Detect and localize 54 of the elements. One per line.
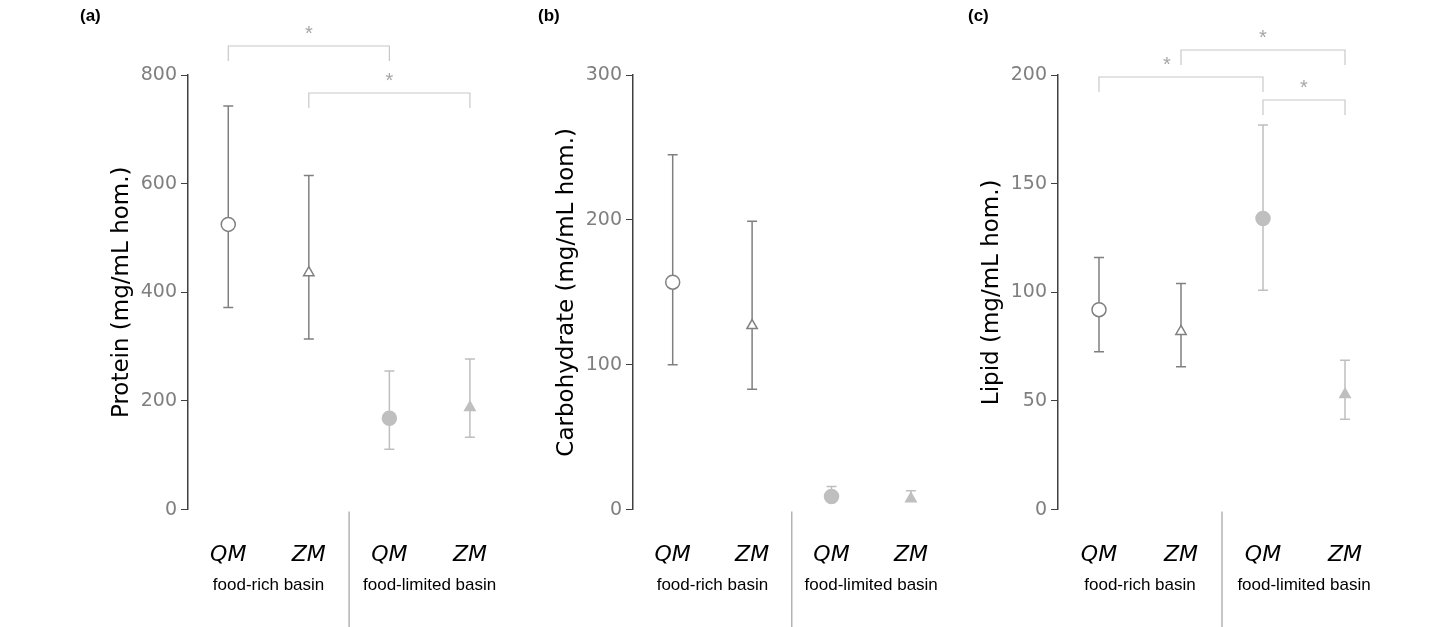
y-tick-label: 600 xyxy=(140,170,177,193)
point xyxy=(1175,324,1187,336)
x-tick-label: ZM xyxy=(734,540,770,566)
point xyxy=(1339,387,1351,399)
text: * xyxy=(304,21,313,44)
text: food-rich basin xyxy=(656,574,769,594)
text: * xyxy=(1259,25,1268,48)
y-tick-label: 0 xyxy=(164,496,177,519)
x-tick-label: QM xyxy=(1244,540,1282,566)
text: food-rich basin xyxy=(212,574,325,594)
y-tick-label: 200 xyxy=(585,206,622,229)
y-tick-label: 50 xyxy=(1022,387,1047,410)
x-tick-label: ZM xyxy=(892,540,928,566)
x-tick-label: QM xyxy=(654,540,691,566)
point xyxy=(823,488,840,505)
y-tick-label: 100 xyxy=(585,351,622,374)
y-tick-label: 0 xyxy=(609,496,622,519)
point xyxy=(1091,301,1107,318)
point xyxy=(302,265,315,277)
text: * xyxy=(1163,52,1172,75)
y-tick-label: 200 xyxy=(140,387,177,410)
x-tick-label: QM xyxy=(1080,540,1118,566)
y-tick-label: 200 xyxy=(1010,61,1047,84)
y-axis-title: Carbohydrate (mg/mL hom.) xyxy=(551,127,578,457)
point xyxy=(746,318,759,330)
y-tick-label: 800 xyxy=(140,61,177,84)
text: food-rich basin xyxy=(1084,574,1196,594)
chart-title: (c) xyxy=(968,5,989,25)
point xyxy=(664,274,681,290)
text: food-limited basin xyxy=(804,574,938,594)
y-tick-label: 150 xyxy=(1010,170,1047,193)
x-tick-label: ZM xyxy=(451,540,487,566)
y-tick-label: 100 xyxy=(1010,279,1047,302)
x-tick-label: QM xyxy=(210,540,247,566)
annotation: * xyxy=(1300,75,1309,98)
x-tick-label: ZM xyxy=(1162,540,1199,566)
x-tick-label: ZM xyxy=(1326,540,1363,566)
y-tick-label: 400 xyxy=(140,279,177,302)
chart-title: (b) xyxy=(538,5,560,25)
point xyxy=(463,400,476,412)
y-axis-title: Lipid (mg/mL hom.) xyxy=(976,179,1003,406)
chart-title: (a) xyxy=(80,5,101,25)
y-axis-title: Protein (mg/mL hom.) xyxy=(106,166,133,419)
x-tick-label: QM xyxy=(371,540,408,566)
point xyxy=(381,410,398,427)
annotation: * xyxy=(385,68,394,91)
y-tick-label: 300 xyxy=(585,61,622,84)
point xyxy=(220,216,237,233)
point xyxy=(1255,210,1271,227)
y-tick-label: 0 xyxy=(1034,496,1047,519)
x-tick-label: QM xyxy=(813,540,850,566)
x-tick-label: ZM xyxy=(290,540,326,566)
text: food-limited basin xyxy=(1237,574,1371,594)
text: food-limited basin xyxy=(363,574,497,594)
